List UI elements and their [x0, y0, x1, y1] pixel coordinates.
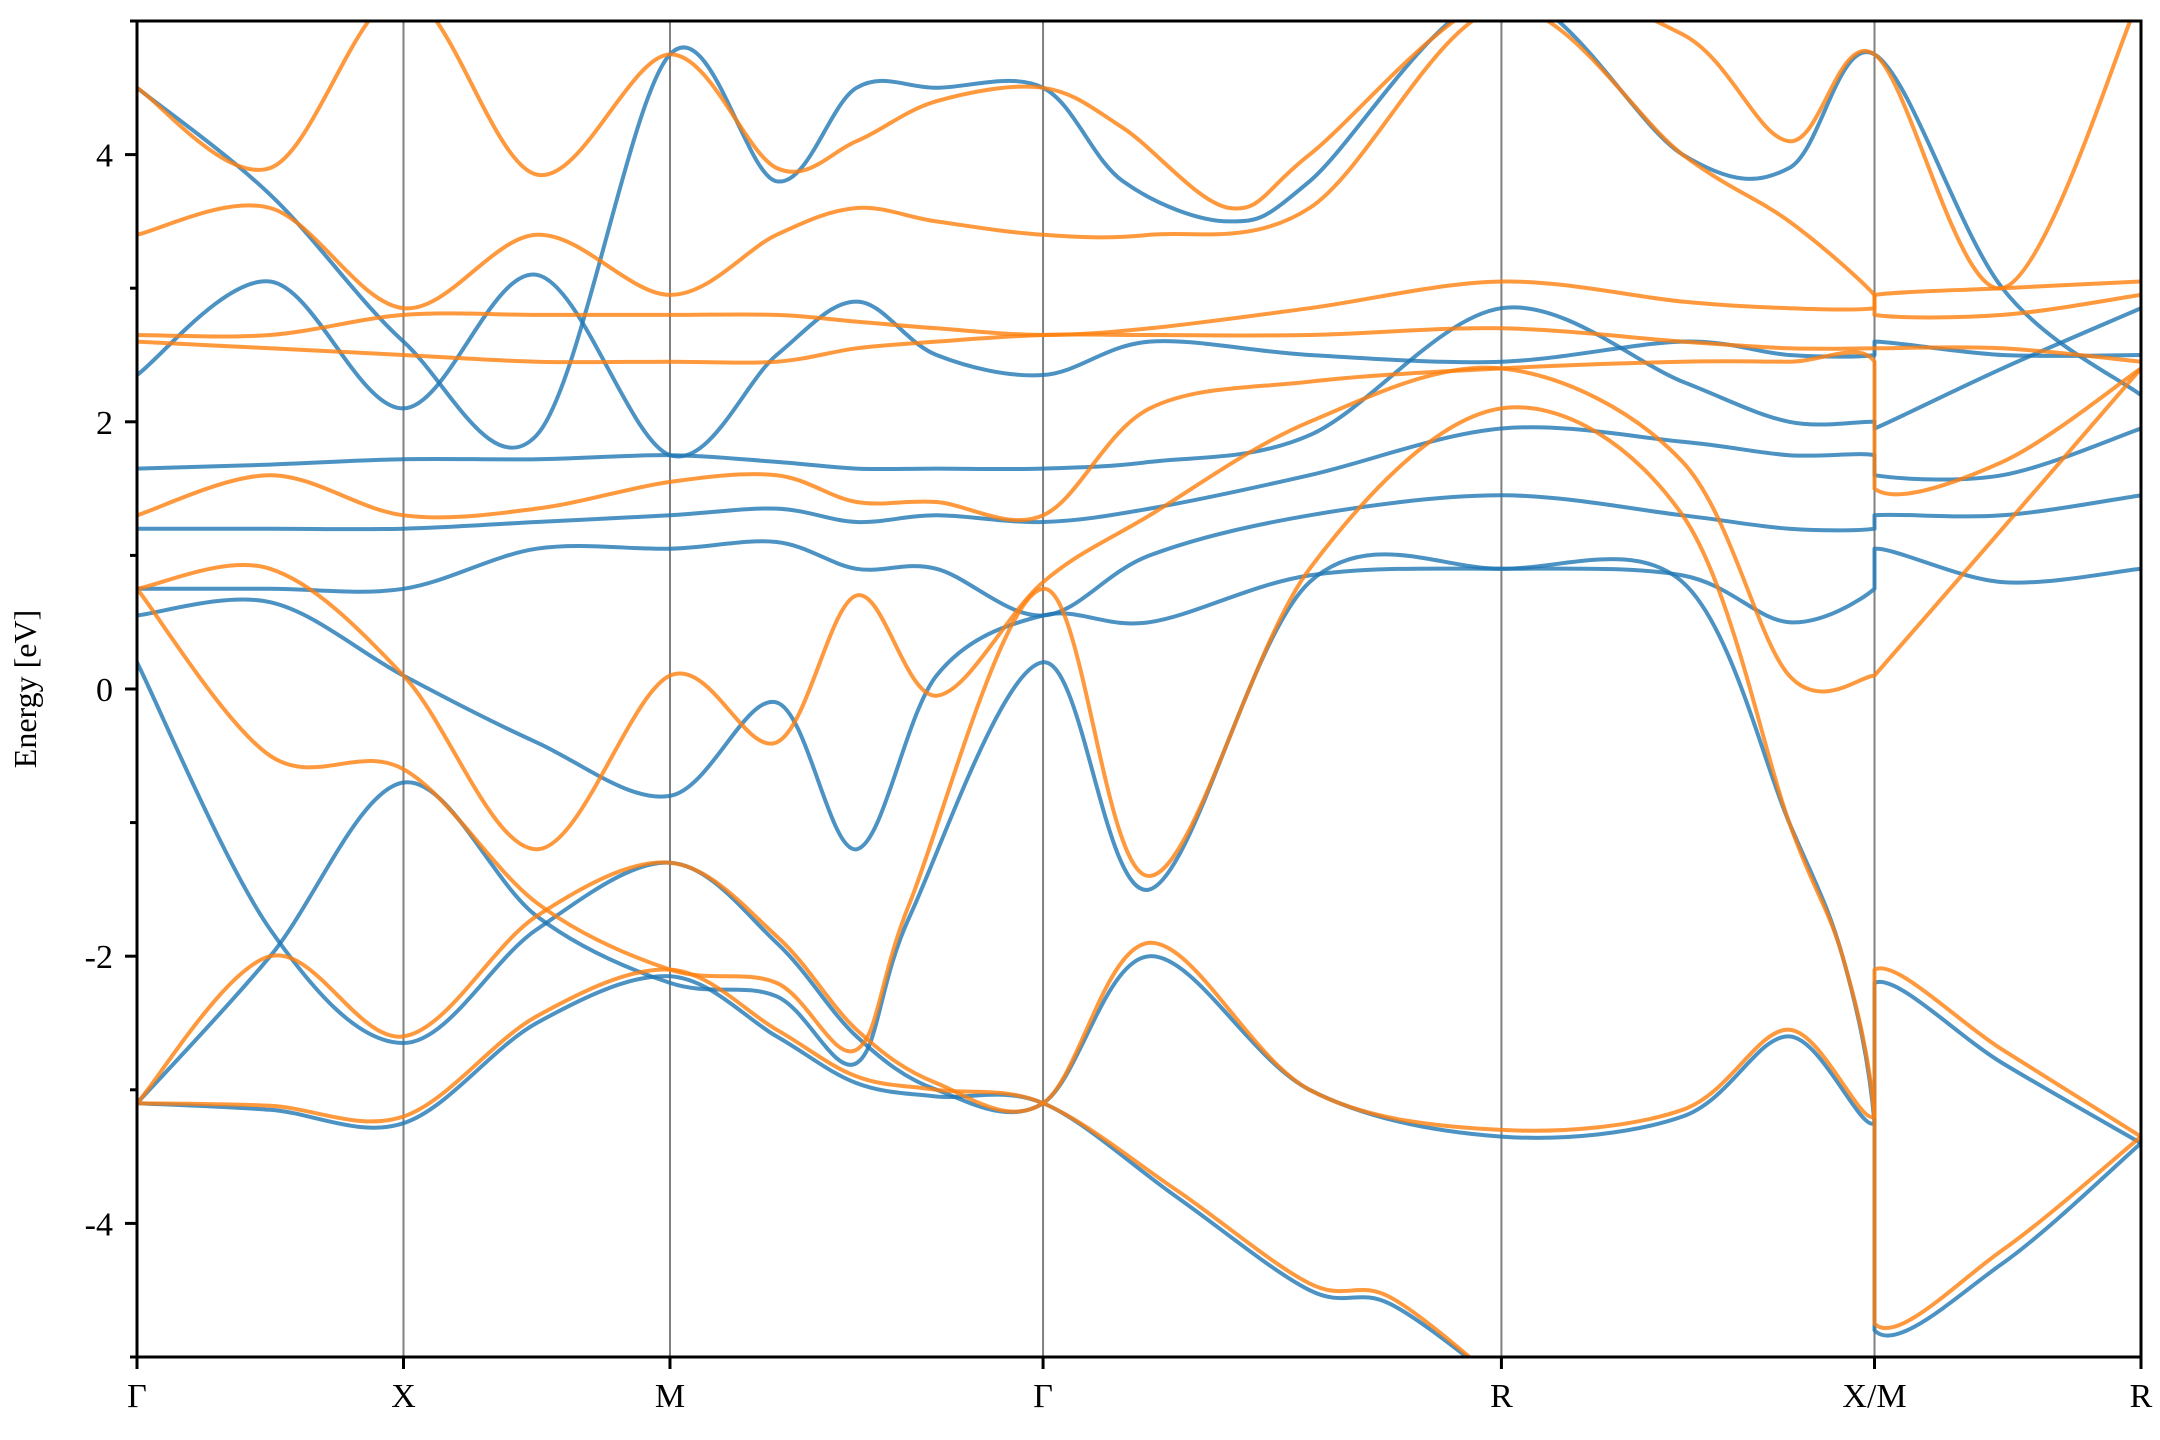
- x-tick-label: X/M: [1842, 1378, 1906, 1415]
- x-axis-ticks: Γ X M Γ R X/M R: [127, 1357, 2153, 1415]
- band-line-series-1: [137, 21, 2141, 450]
- y-tick-label: 4: [96, 138, 113, 175]
- band-line-series-1: [137, 305, 2141, 472]
- band-line-series-1: [137, 425, 2141, 532]
- band-line-series-2: [137, 365, 2141, 852]
- band-line-series-1: [137, 272, 2141, 459]
- x-tick-label: Γ: [127, 1378, 147, 1415]
- band-line-series-2: [137, 21, 2133, 291]
- y-axis-ticks: -4 -2 0 2 4: [85, 19, 137, 1359]
- x-tick-label: X: [391, 1378, 416, 1415]
- x-tick-label: M: [655, 1378, 685, 1415]
- y-tick-label: -4: [85, 1206, 113, 1243]
- band-line-series-1: [137, 660, 2141, 1146]
- band-line-series-1: [137, 493, 2141, 618]
- x-tick-label: R: [2130, 1378, 2153, 1415]
- high-symmetry-lines: [402, 21, 1876, 1357]
- band-line-series-2: [137, 350, 2141, 523]
- band-lines: [137, 21, 2141, 1357]
- band-line-series-2: [137, 967, 1473, 1357]
- band-line-series-2: [137, 279, 2141, 339]
- band-line-series-2: [137, 21, 2141, 320]
- band-line-series-2: [137, 860, 2141, 1139]
- x-tick-label: R: [1490, 1378, 1513, 1415]
- y-tick-label: 0: [96, 672, 113, 709]
- band-line-series-1: [137, 974, 1471, 1357]
- band-line-series-2: [137, 405, 2141, 1331]
- y-tick-label: -2: [85, 939, 113, 976]
- band-line-series-1: [137, 546, 2141, 852]
- y-axis-label: Energy [eV]: [7, 610, 43, 768]
- x-tick-label: Γ: [1033, 1378, 1053, 1415]
- y-tick-label: 2: [96, 405, 113, 442]
